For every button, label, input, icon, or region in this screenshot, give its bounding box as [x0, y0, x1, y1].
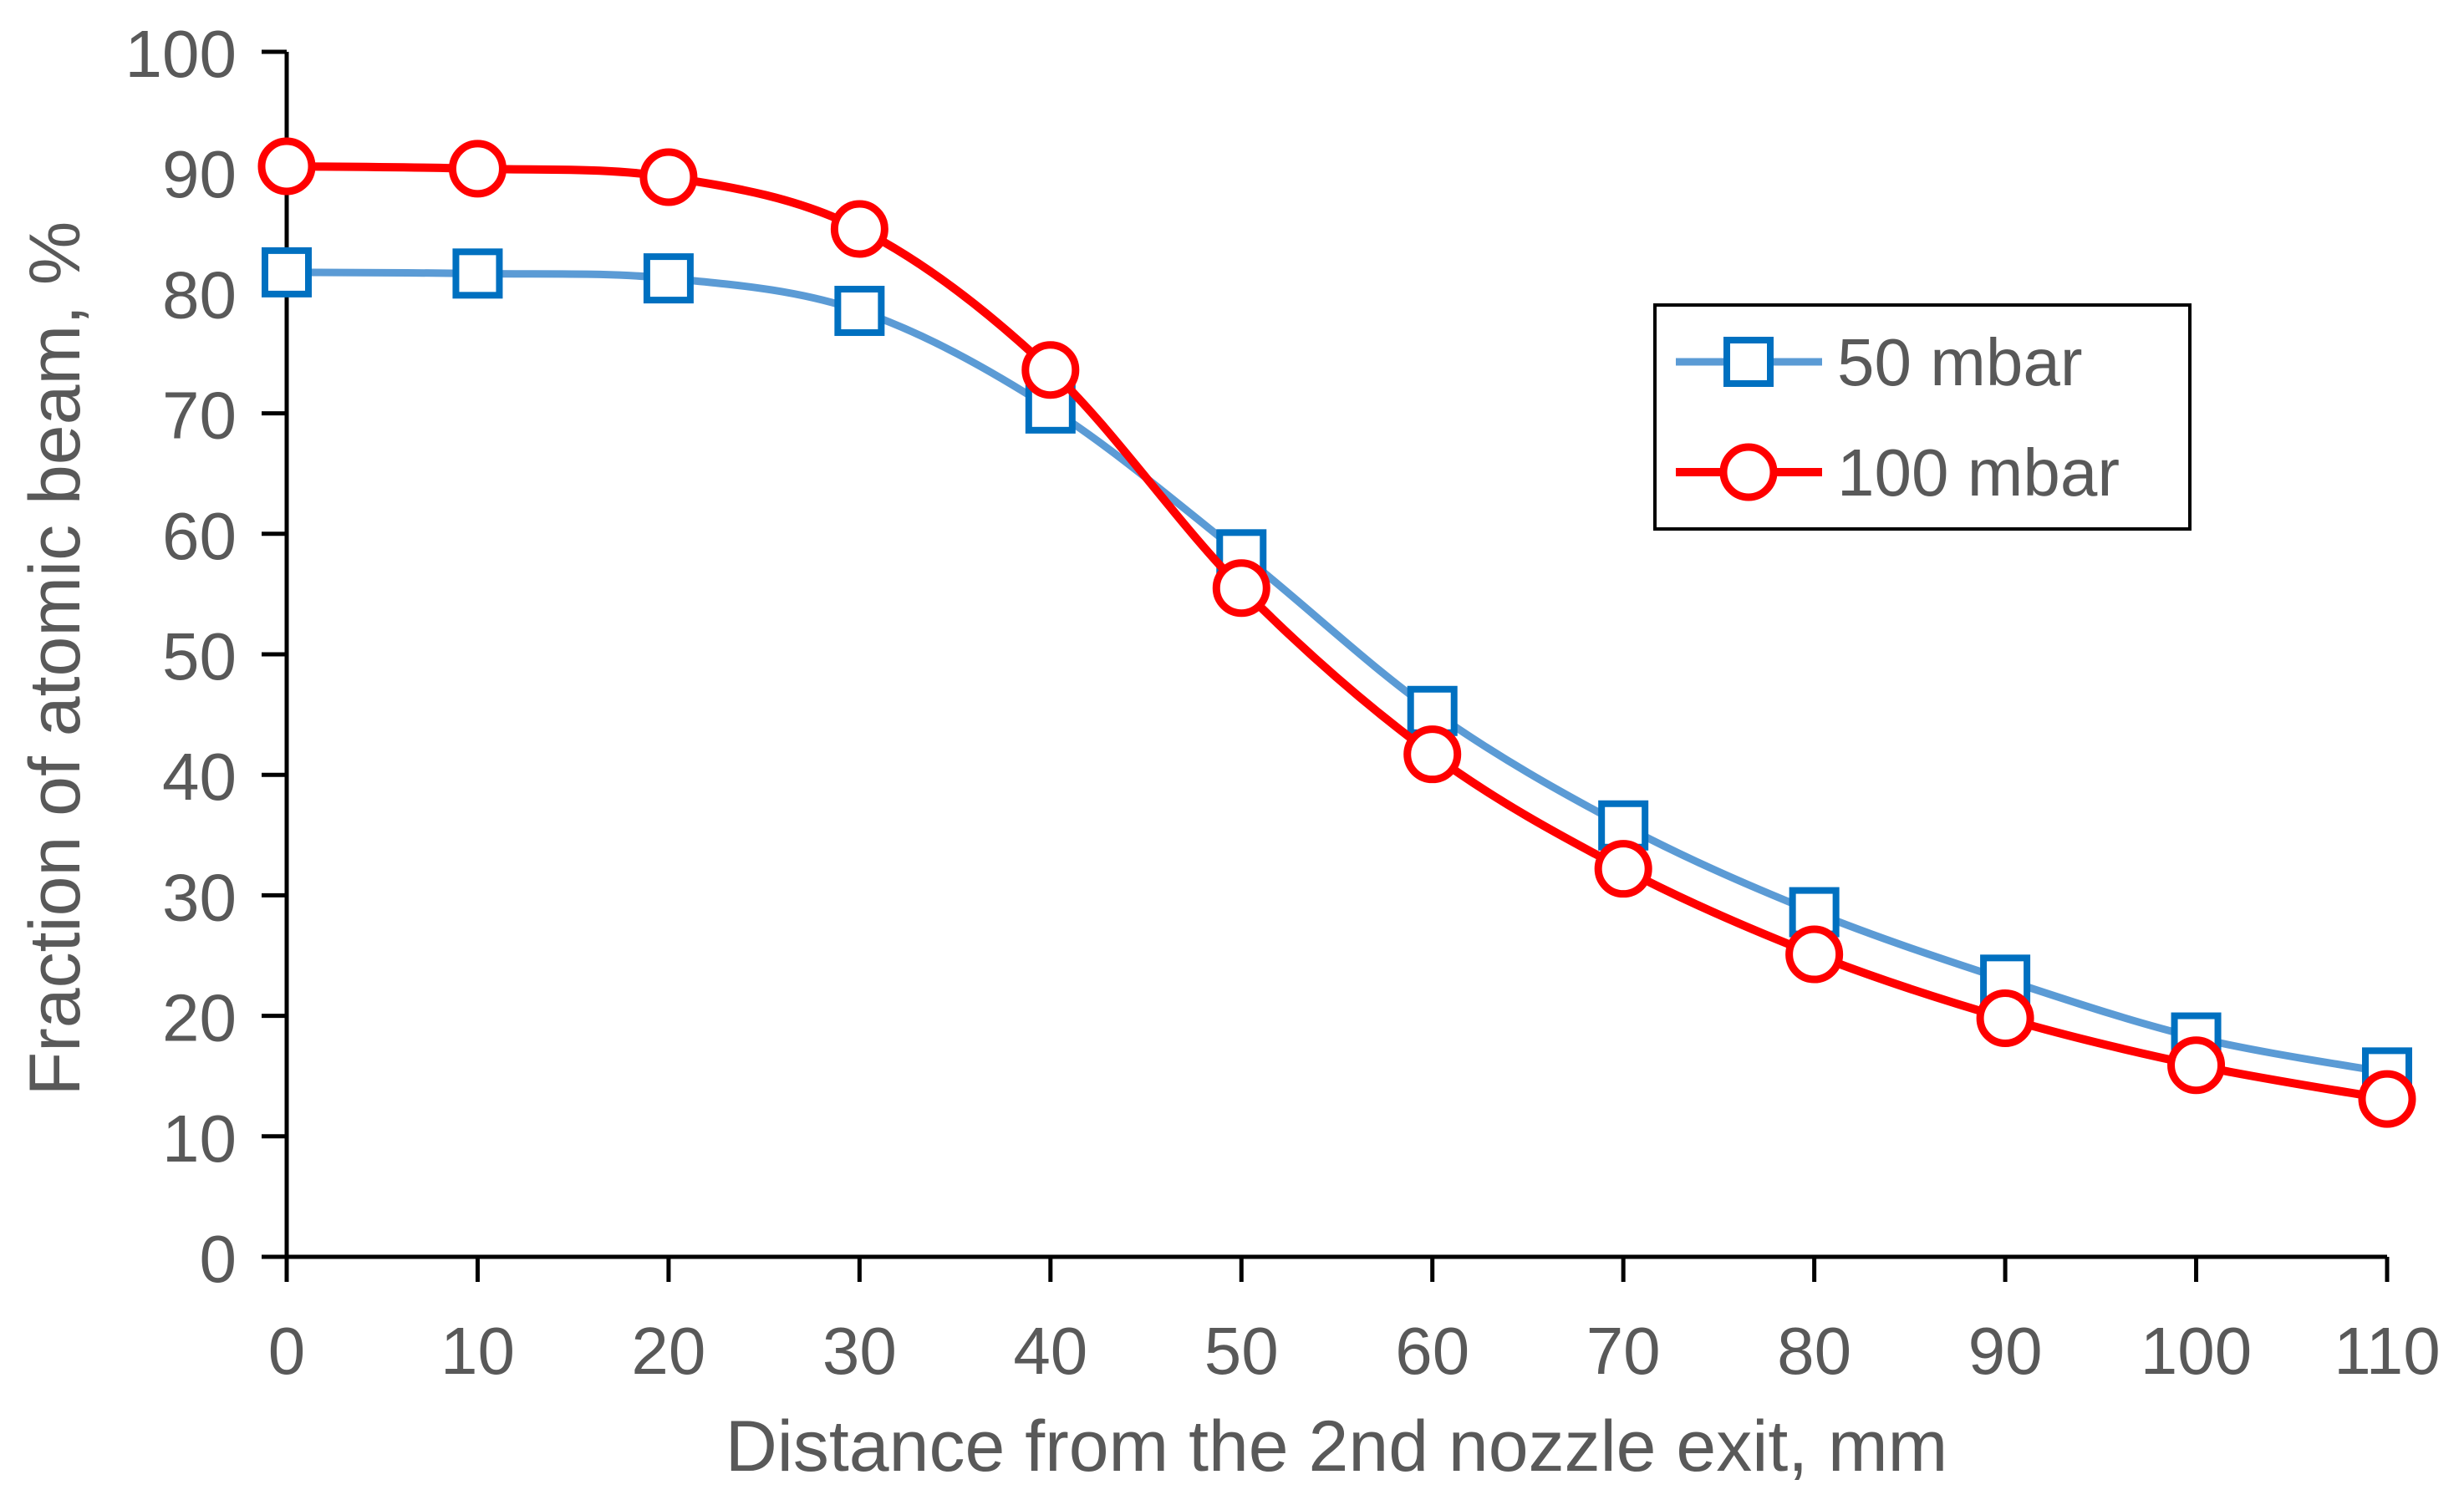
x-axis-label: Distance from the 2nd nozzle exit, mm [725, 1406, 1948, 1487]
data-point-circle [1976, 989, 2034, 1047]
data-point-circle [448, 140, 507, 198]
y-tick-label: 20 [162, 981, 237, 1055]
x-tick-label: 60 [1395, 1314, 1469, 1388]
data-point-circle [830, 200, 888, 258]
x-tick-label: 90 [1968, 1314, 2043, 1388]
y-tick-label: 70 [162, 379, 237, 453]
x-tick-label: 30 [822, 1314, 897, 1388]
x-tick-label: 10 [440, 1314, 515, 1388]
series-layer [257, 137, 2416, 1128]
x-tick-label: 50 [1204, 1314, 1279, 1388]
data-point-circle [257, 137, 316, 196]
legend-entry: 50 mbar [1676, 325, 2082, 399]
y-tick-label: 60 [162, 499, 237, 573]
y-tick-label: 30 [162, 860, 237, 934]
data-point-square [834, 286, 885, 337]
legend-label: 100 mbar [1837, 435, 2120, 510]
y-tick-label: 50 [162, 619, 237, 694]
data-point-square [643, 253, 694, 304]
data-point-circle [1021, 341, 1080, 399]
x-tick-label: 110 [2334, 1314, 2441, 1388]
y-tick-label: 90 [162, 137, 237, 211]
y-tick-label: 80 [162, 257, 237, 332]
legend-label: 50 mbar [1837, 325, 2082, 399]
data-point-circle [1212, 559, 1270, 618]
x-tick-label: 20 [631, 1314, 705, 1388]
legend-marker-square [1723, 337, 1774, 387]
data-point-circle [1403, 725, 1462, 784]
x-tick-label: 70 [1586, 1314, 1661, 1388]
legend-entry: 100 mbar [1676, 435, 2120, 510]
x-tick-label: 80 [1777, 1314, 1851, 1388]
data-point-square [452, 248, 503, 299]
data-point-circle [1785, 925, 1844, 984]
x-tick-label: 40 [1013, 1314, 1087, 1388]
data-point-circle [2167, 1036, 2226, 1095]
data-point-circle [1594, 840, 1652, 898]
series-2 [257, 137, 2416, 1128]
y-tick-label: 10 [162, 1101, 237, 1176]
data-point-square [262, 247, 312, 297]
axes: 0 10 20 30 40 50 60 70 80 90 100 0 10 20 30 40 50 60 70 80 9… [125, 17, 2441, 1388]
legend: 50 mbar 100 mbar [1653, 303, 2192, 531]
legend-marker-circle [1719, 443, 1778, 501]
data-point-circle [639, 148, 698, 206]
y-axis-label: Fraction of atomic beam, % [15, 221, 95, 1096]
y-tick-label: 0 [200, 1222, 237, 1296]
x-tick-label: 100 [2141, 1314, 2252, 1388]
y-tick-label: 40 [162, 740, 237, 814]
y-tick-label: 100 [125, 17, 237, 91]
data-point-circle [2358, 1070, 2416, 1128]
x-tick-label: 0 [268, 1314, 306, 1388]
